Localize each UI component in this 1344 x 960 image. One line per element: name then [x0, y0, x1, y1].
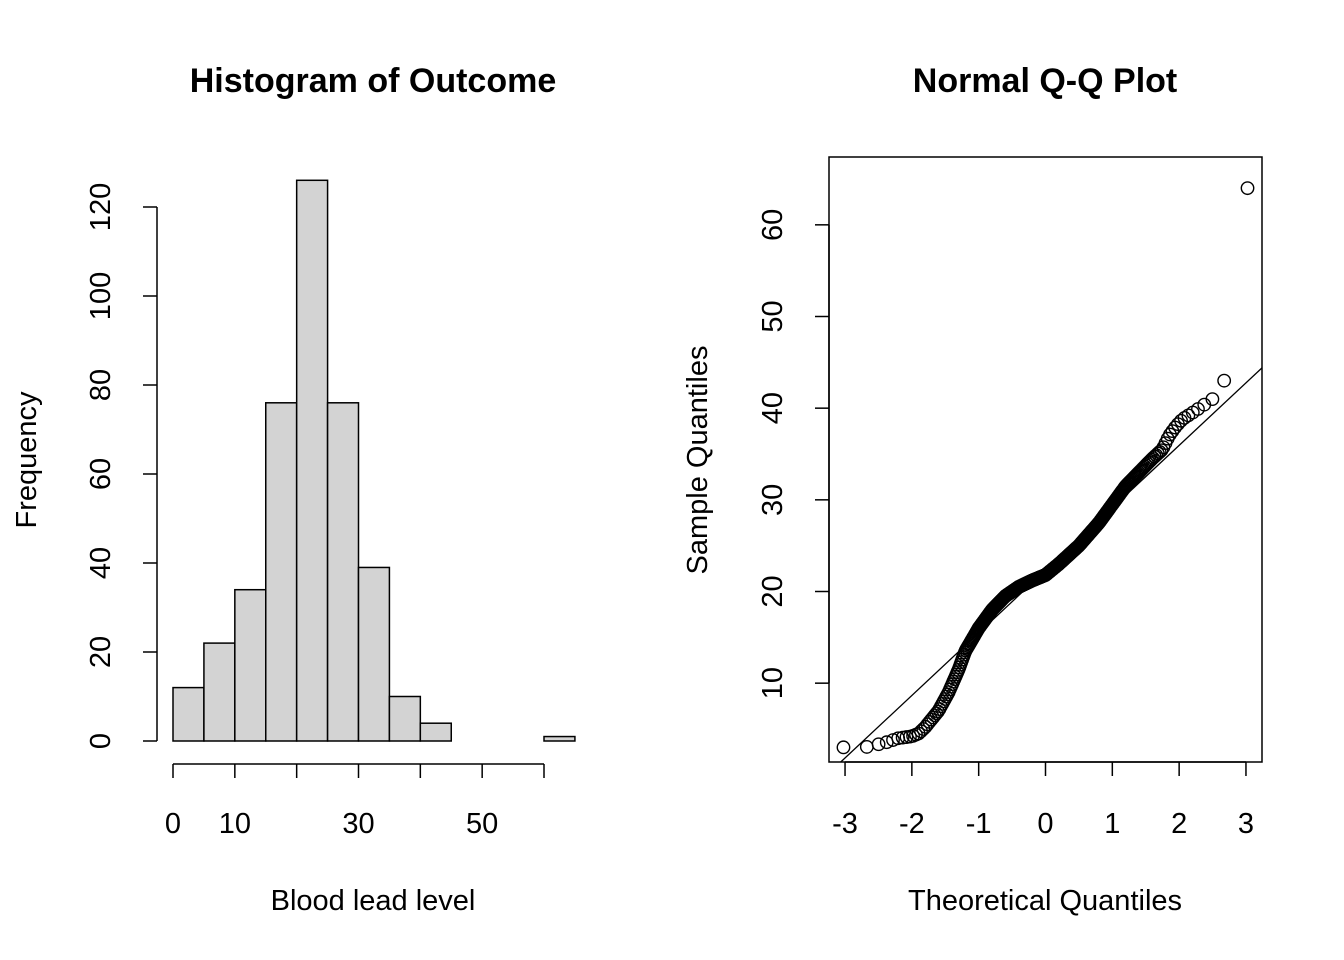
qq-x-tick-label: -2 [899, 808, 925, 840]
qq-y-tick-label: 40 [757, 392, 789, 424]
qq-x-tick-label: 3 [1238, 808, 1254, 840]
histogram-bar [419, 722, 453, 742]
qq-point [1174, 413, 1188, 428]
qq-points [836, 181, 1255, 755]
histogram-x-tick-label: 30 [342, 808, 374, 840]
histogram-xlabel: Blood lead level [271, 885, 476, 917]
qq-plot-box [828, 156, 1263, 763]
qq-point [1154, 443, 1169, 458]
histogram-y-tick-label: 40 [85, 547, 117, 579]
histogram-bars [172, 179, 576, 742]
qq-x-tick-label: 2 [1171, 808, 1187, 840]
histogram-bar [172, 686, 205, 742]
qq-point [871, 737, 886, 752]
histogram-bar [295, 179, 329, 742]
qq-point [836, 740, 851, 755]
histogram-bar [234, 588, 267, 742]
qq-point [1163, 427, 1177, 442]
qq-y-tick-label: 30 [757, 484, 789, 516]
histogram-y-tick-label: 60 [85, 458, 117, 490]
histogram-y-tick-label: 120 [85, 183, 117, 231]
histogram-x-tick-label: 50 [466, 808, 498, 840]
histogram-x-axis: 0 10 30 50 [165, 763, 545, 840]
histogram-y-axis: 0 20 40 60 80 100 120 [85, 183, 158, 749]
qq-xlabel: Theoretical Quantiles [908, 885, 1182, 917]
qq-point [1149, 448, 1164, 462]
histogram-x-tick-label: 0 [165, 808, 181, 840]
qq-point [1205, 392, 1220, 407]
histogram-title: Histogram of Outcome [190, 62, 556, 100]
histogram-ylabel: Frequency [11, 391, 43, 529]
qq-title: Normal Q-Q Plot [913, 62, 1177, 100]
histogram-bar [203, 642, 236, 742]
histogram-bar [357, 566, 391, 742]
qq-y-tick-label: 60 [757, 209, 789, 241]
qq-x-tick-label: -1 [966, 808, 992, 840]
qq-point [1240, 181, 1255, 196]
histogram-bar [543, 735, 576, 742]
qq-y-axis: 10 20 30 40 50 60 [757, 209, 830, 699]
qq-y-tick-label: 20 [757, 575, 789, 607]
histogram-y-tick-label: 0 [85, 733, 117, 749]
qq-point [859, 740, 874, 754]
histogram-bar [326, 402, 360, 742]
qq-y-tick-label: 50 [757, 300, 789, 332]
qq-x-tick-label: -3 [832, 808, 858, 840]
histogram-y-tick-label: 100 [85, 272, 117, 320]
histogram-bar [388, 695, 422, 742]
histogram-panel: Histogram of Outcome 0 10 30 50 0 20 40 60 80 10… [11, 62, 576, 917]
qq-panel: Normal Q-Q Plot -3 -2 -1 0 1 2 3 102030405060 … [682, 62, 1263, 917]
histogram-y-tick-label: 20 [85, 636, 117, 668]
qq-x-tick-label: 0 [1037, 808, 1053, 840]
qq-x-axis: -3 -2 -1 0 1 2 3 [832, 761, 1254, 840]
histogram-bar [265, 402, 298, 742]
qq-y-tick-label: 10 [757, 667, 789, 699]
qq-ylabel: Sample Quantiles [682, 346, 714, 575]
qq-point [1217, 373, 1232, 388]
qq-x-tick-label: 1 [1104, 808, 1120, 840]
histogram-y-tick-label: 80 [85, 369, 117, 401]
histogram-x-tick-label: 10 [219, 808, 251, 840]
